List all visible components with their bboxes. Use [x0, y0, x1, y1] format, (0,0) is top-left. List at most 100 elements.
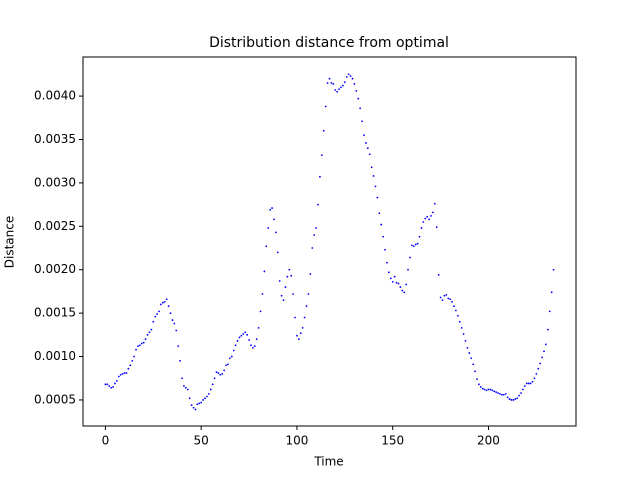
point — [144, 338, 147, 341]
point — [273, 218, 275, 221]
point — [290, 274, 293, 277]
point — [215, 371, 218, 374]
point — [307, 293, 310, 295]
point — [361, 120, 363, 123]
point — [284, 286, 287, 288]
point — [175, 329, 178, 332]
point — [487, 388, 490, 391]
point — [439, 296, 442, 299]
y-tick-label: 0.0005 — [34, 392, 76, 406]
point — [437, 274, 440, 276]
point — [426, 215, 429, 218]
point — [376, 196, 379, 199]
point — [217, 372, 220, 374]
point — [288, 268, 291, 271]
point — [485, 389, 488, 392]
point — [169, 312, 172, 315]
point — [315, 227, 317, 229]
point — [481, 387, 484, 390]
point — [326, 82, 329, 84]
point — [409, 256, 411, 259]
point — [363, 134, 365, 137]
point — [183, 385, 185, 387]
point — [165, 298, 168, 301]
point — [206, 395, 208, 398]
point — [240, 334, 243, 337]
point — [455, 309, 457, 312]
point — [445, 293, 448, 296]
x-tick-label: 200 — [477, 434, 500, 448]
point — [512, 399, 515, 401]
point — [412, 245, 415, 248]
point — [543, 350, 545, 353]
point — [550, 291, 553, 294]
point — [456, 314, 459, 317]
point — [114, 382, 116, 385]
point — [451, 300, 453, 303]
point — [410, 244, 413, 247]
y-tick-label: 0.0025 — [34, 219, 76, 233]
point — [476, 378, 478, 381]
point — [282, 299, 285, 302]
point — [430, 214, 432, 217]
point — [491, 389, 494, 392]
point — [251, 346, 254, 349]
point — [232, 349, 235, 352]
point — [194, 408, 197, 411]
point — [106, 383, 109, 386]
point — [504, 392, 507, 395]
point — [518, 394, 521, 397]
point — [548, 310, 551, 313]
point — [179, 359, 182, 362]
point — [263, 270, 266, 273]
point — [334, 89, 337, 91]
point — [305, 305, 308, 308]
point — [104, 383, 107, 386]
point — [382, 235, 385, 238]
point — [541, 356, 543, 359]
point — [204, 397, 206, 400]
point — [148, 331, 151, 334]
point — [229, 357, 231, 360]
point — [527, 382, 530, 385]
point — [244, 331, 247, 334]
point — [196, 403, 199, 406]
point — [133, 355, 136, 358]
plot-frame — [82, 56, 577, 427]
point — [441, 299, 444, 302]
point — [238, 336, 241, 339]
point — [257, 326, 260, 329]
point — [420, 227, 423, 229]
point — [372, 175, 375, 177]
point — [278, 280, 281, 282]
point — [160, 303, 162, 306]
point — [364, 142, 367, 144]
point — [332, 83, 335, 85]
point — [342, 84, 344, 87]
point — [317, 203, 319, 206]
point — [493, 390, 496, 393]
point — [236, 340, 239, 342]
point — [443, 294, 446, 297]
point — [299, 332, 302, 334]
point — [225, 364, 227, 367]
point — [242, 333, 245, 335]
point — [449, 298, 452, 301]
y-tick-label: 0.0020 — [34, 262, 76, 276]
point — [274, 231, 277, 234]
point — [359, 107, 362, 110]
point — [320, 154, 323, 157]
point — [401, 289, 404, 292]
point — [546, 328, 549, 331]
point — [552, 268, 555, 271]
point — [349, 75, 352, 78]
point — [123, 372, 126, 374]
point — [489, 388, 492, 391]
point — [190, 404, 193, 407]
point — [340, 86, 342, 89]
point — [510, 399, 513, 401]
point — [265, 245, 268, 248]
point — [188, 397, 191, 400]
point — [209, 388, 212, 391]
point — [135, 348, 137, 351]
